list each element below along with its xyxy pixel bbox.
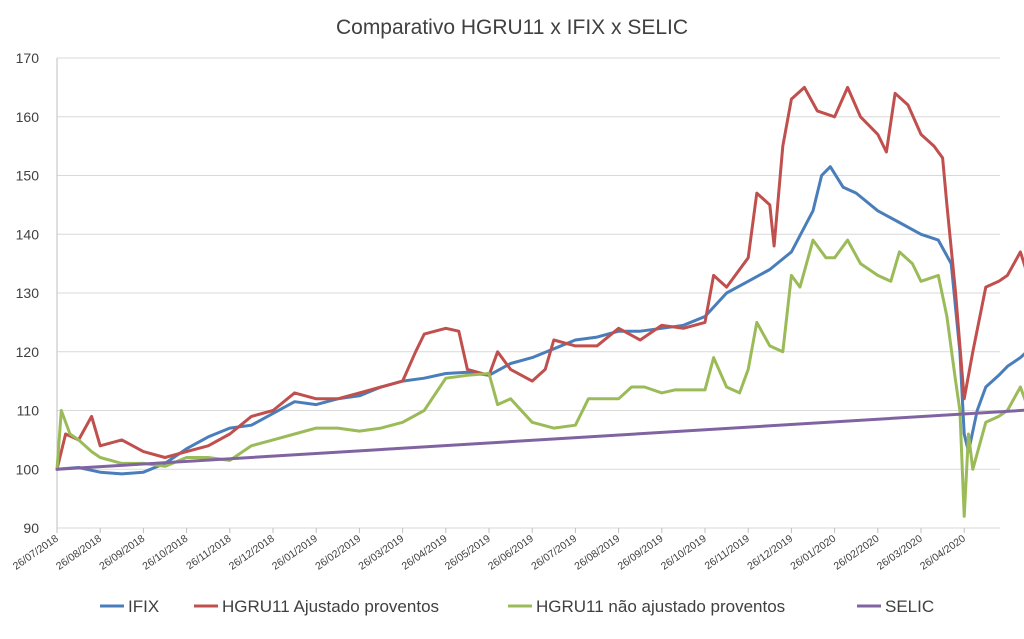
x-tick-label: 26/03/2020	[875, 533, 925, 573]
x-tick-label: 26/09/2018	[97, 533, 147, 573]
series-line-1	[55, 165, 1024, 476]
x-tick-label: 26/12/2018	[227, 533, 277, 573]
x-tick-label: 26/06/2019	[486, 533, 536, 573]
x-tick-label: 26/03/2019	[356, 533, 406, 573]
y-axis: 90 100 110 120 130 140 150 160 170	[16, 50, 40, 536]
x-tick-label: 26/12/2019	[745, 533, 795, 573]
x-tick-label: 26/01/2020	[788, 533, 838, 573]
y-tick-label: 100	[16, 461, 40, 477]
x-tick-label: 26/02/2020	[832, 533, 882, 573]
y-tick-label: 140	[16, 226, 40, 242]
y-tick-label: 150	[16, 168, 40, 184]
series-line-3	[55, 238, 1024, 518]
chart-title: Comparativo HGRU11 x IFIX x SELIC	[336, 16, 688, 39]
x-tick-label: 26/07/2018	[11, 533, 61, 573]
x-tick-label: 26/09/2019	[616, 533, 666, 573]
y-tick-label: 90	[23, 520, 39, 536]
x-tick-label: 26/11/2019	[703, 533, 752, 573]
x-tick-label: 26/11/2018	[184, 533, 233, 573]
x-axis: 26/07/201826/08/201826/09/201826/10/2018…	[11, 528, 968, 573]
x-tick-label: 26/04/2019	[400, 533, 450, 573]
x-tick-label: 26/08/2018	[54, 533, 104, 573]
y-tick-label: 170	[16, 50, 40, 66]
x-tick-label: 26/07/2019	[529, 533, 579, 573]
series-line-2	[55, 85, 1024, 471]
x-tick-label: 26/04/2020	[918, 533, 968, 573]
y-tick-label: 160	[16, 109, 40, 125]
legend-label: HGRU11 não ajustado proventos	[536, 597, 785, 616]
legend-label: SELIC	[885, 597, 934, 616]
legend-label: IFIX	[128, 597, 159, 616]
legend: IFIX HGRU11 Ajustado proventos HGRU11 não …	[100, 597, 934, 616]
plot-area	[55, 85, 1024, 518]
x-tick-label: 26/10/2018	[140, 533, 190, 573]
grid	[56, 57, 1000, 529]
y-tick-label: 110	[17, 403, 40, 419]
x-tick-label: 26/10/2019	[659, 533, 709, 573]
legend-label: HGRU11 Ajustado proventos	[222, 597, 439, 616]
x-tick-label: 26/05/2019	[443, 533, 493, 573]
x-tick-label: 26/02/2019	[313, 533, 363, 573]
x-tick-label: 26/01/2019	[270, 533, 320, 573]
x-tick-label: 26/08/2019	[572, 533, 622, 573]
y-tick-label: 130	[16, 285, 40, 301]
series-line-4	[55, 408, 1024, 471]
y-tick-label: 120	[16, 344, 40, 360]
